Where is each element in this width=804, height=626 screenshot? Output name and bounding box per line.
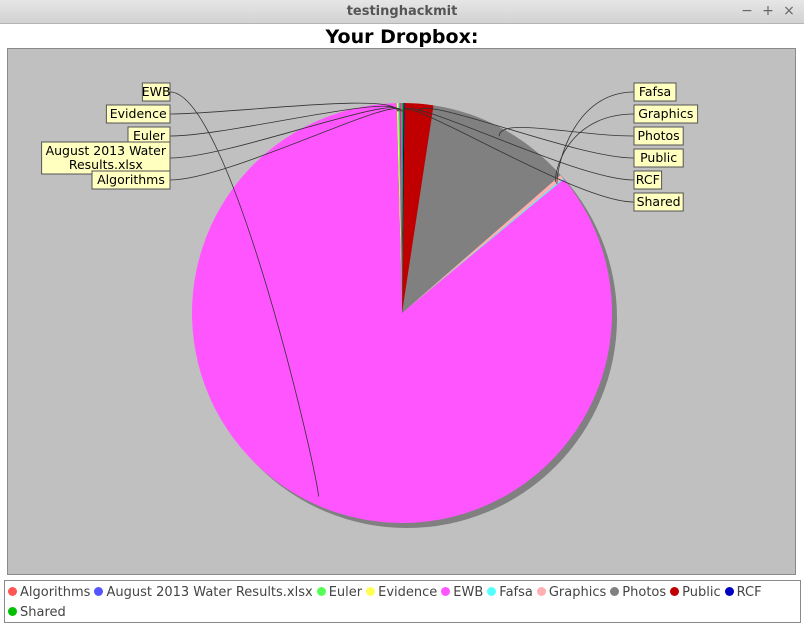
chart-title: Your Dropbox: xyxy=(325,26,479,48)
pie-slice-public[interactable] xyxy=(402,103,434,313)
pie-slice-rcf[interactable] xyxy=(402,103,405,313)
legend-item-graphics: Graphics xyxy=(536,583,607,603)
label-box xyxy=(91,170,171,190)
label-public: Public xyxy=(633,148,684,168)
pie-slice-august-2013-water-results-xlsx[interactable] xyxy=(399,103,402,313)
label-text: August 2013 Water xyxy=(46,143,167,158)
label-leader xyxy=(169,105,400,137)
label-text: Graphics xyxy=(638,106,693,121)
label-algorithms: Algorithms xyxy=(91,170,171,190)
legend-label: Evidence xyxy=(378,585,438,600)
legend-swatch xyxy=(316,587,326,596)
legend-item-fafsa: Fafsa xyxy=(487,583,533,603)
label-shared: Shared xyxy=(633,192,684,212)
label-text: Public xyxy=(640,150,677,165)
label-box xyxy=(41,141,171,175)
label-photos: Photos xyxy=(633,126,684,146)
legend-label: Photos xyxy=(622,585,667,600)
legend-label: Graphics xyxy=(548,585,607,600)
label-leader xyxy=(403,108,635,181)
label-leader xyxy=(402,108,635,203)
label-text: Results.xlsx xyxy=(69,157,143,172)
legend-swatch xyxy=(670,587,680,596)
legend-label: RCF xyxy=(736,585,762,600)
pie-slice-ewb[interactable] xyxy=(192,103,613,524)
maximize-button[interactable]: + xyxy=(762,3,774,19)
label-leader xyxy=(169,107,401,159)
label-leader xyxy=(418,107,635,159)
label-evidence: Evidence xyxy=(105,104,171,124)
legend-swatch xyxy=(610,587,620,596)
legend-label: Fafsa xyxy=(499,585,533,600)
legend-label: Public xyxy=(682,585,721,600)
legend-item-euler: Euler xyxy=(316,583,363,603)
label-box xyxy=(633,170,663,190)
label-box xyxy=(633,192,684,212)
label-text: Evidence xyxy=(110,106,167,121)
label-box xyxy=(141,82,171,102)
label-box xyxy=(633,82,677,102)
legend-swatch xyxy=(8,587,17,596)
label-text: Photos xyxy=(638,128,680,143)
legend-item-august-2013-water-results-xlsx: August 2013 Water Results.xlsx xyxy=(94,583,313,603)
label-graphics: Graphics xyxy=(633,104,699,124)
pie-slice-euler[interactable] xyxy=(398,103,402,313)
label-box xyxy=(105,104,171,124)
legend-swatch xyxy=(441,587,451,596)
pie-slice-photos[interactable] xyxy=(402,105,561,313)
label-fafsa: Fafsa xyxy=(633,82,677,102)
close-button[interactable]: × xyxy=(783,3,795,19)
legend-swatch xyxy=(94,587,104,596)
label-leader xyxy=(169,91,319,497)
label-leader xyxy=(169,102,398,115)
label-ewb: EWB xyxy=(141,82,171,102)
label-text: Shared xyxy=(637,194,681,209)
label-leader xyxy=(498,126,635,137)
label-leader xyxy=(169,108,402,181)
legend-swatch xyxy=(366,587,376,596)
label-rcf: RCF xyxy=(633,170,663,190)
label-text: RCF xyxy=(636,172,660,187)
legend-label: Shared xyxy=(20,605,66,620)
legend-item-rcf: RCF xyxy=(724,583,762,603)
label-leader xyxy=(554,113,635,183)
legend-item-shared: Shared xyxy=(8,603,66,623)
legend-item-ewb: EWB xyxy=(441,583,483,603)
label-text: Algorithms xyxy=(97,172,165,187)
minimize-button[interactable]: − xyxy=(741,3,753,19)
legend-item-public: Public xyxy=(670,583,721,603)
legend-item-algorithms: Algorithms xyxy=(8,583,90,603)
legend-swatch xyxy=(536,587,546,596)
legend-label: August 2013 Water Results.xlsx xyxy=(106,585,313,600)
label-box xyxy=(633,126,684,146)
legend-label: Euler xyxy=(328,585,363,600)
label-text: EWB xyxy=(142,84,171,99)
label-box xyxy=(633,104,699,124)
legend-item-photos: Photos xyxy=(610,583,666,603)
plot-area: EWB Evidence Euler August 2013 Water Results… xyxy=(7,48,796,575)
legend-item-evidence: Evidence xyxy=(366,583,437,603)
pie-slice-algorithms[interactable] xyxy=(400,102,402,313)
legend-label: Algorithms xyxy=(20,585,91,600)
chart-legend: Algorithms August 2013 Water Results.xlsx… xyxy=(4,580,801,623)
legend-label: EWB xyxy=(453,585,484,600)
label-box xyxy=(633,148,684,168)
label-leader xyxy=(556,91,635,185)
legend-swatch xyxy=(724,587,734,596)
pie-slice-evidence[interactable] xyxy=(396,103,402,313)
window-title: testinghackmit xyxy=(346,4,458,19)
pie-slice-fafsa[interactable] xyxy=(402,178,564,313)
legend-swatch xyxy=(487,587,497,596)
label-text: Fafsa xyxy=(639,84,671,99)
label-text: Euler xyxy=(133,128,166,143)
legend-swatch xyxy=(8,607,17,616)
label-euler: Euler xyxy=(127,126,171,146)
pie-slice-graphics[interactable] xyxy=(402,175,563,313)
window-titlebar: testinghackmit − + × xyxy=(0,0,804,24)
pie-slice-shared[interactable] xyxy=(402,102,404,313)
